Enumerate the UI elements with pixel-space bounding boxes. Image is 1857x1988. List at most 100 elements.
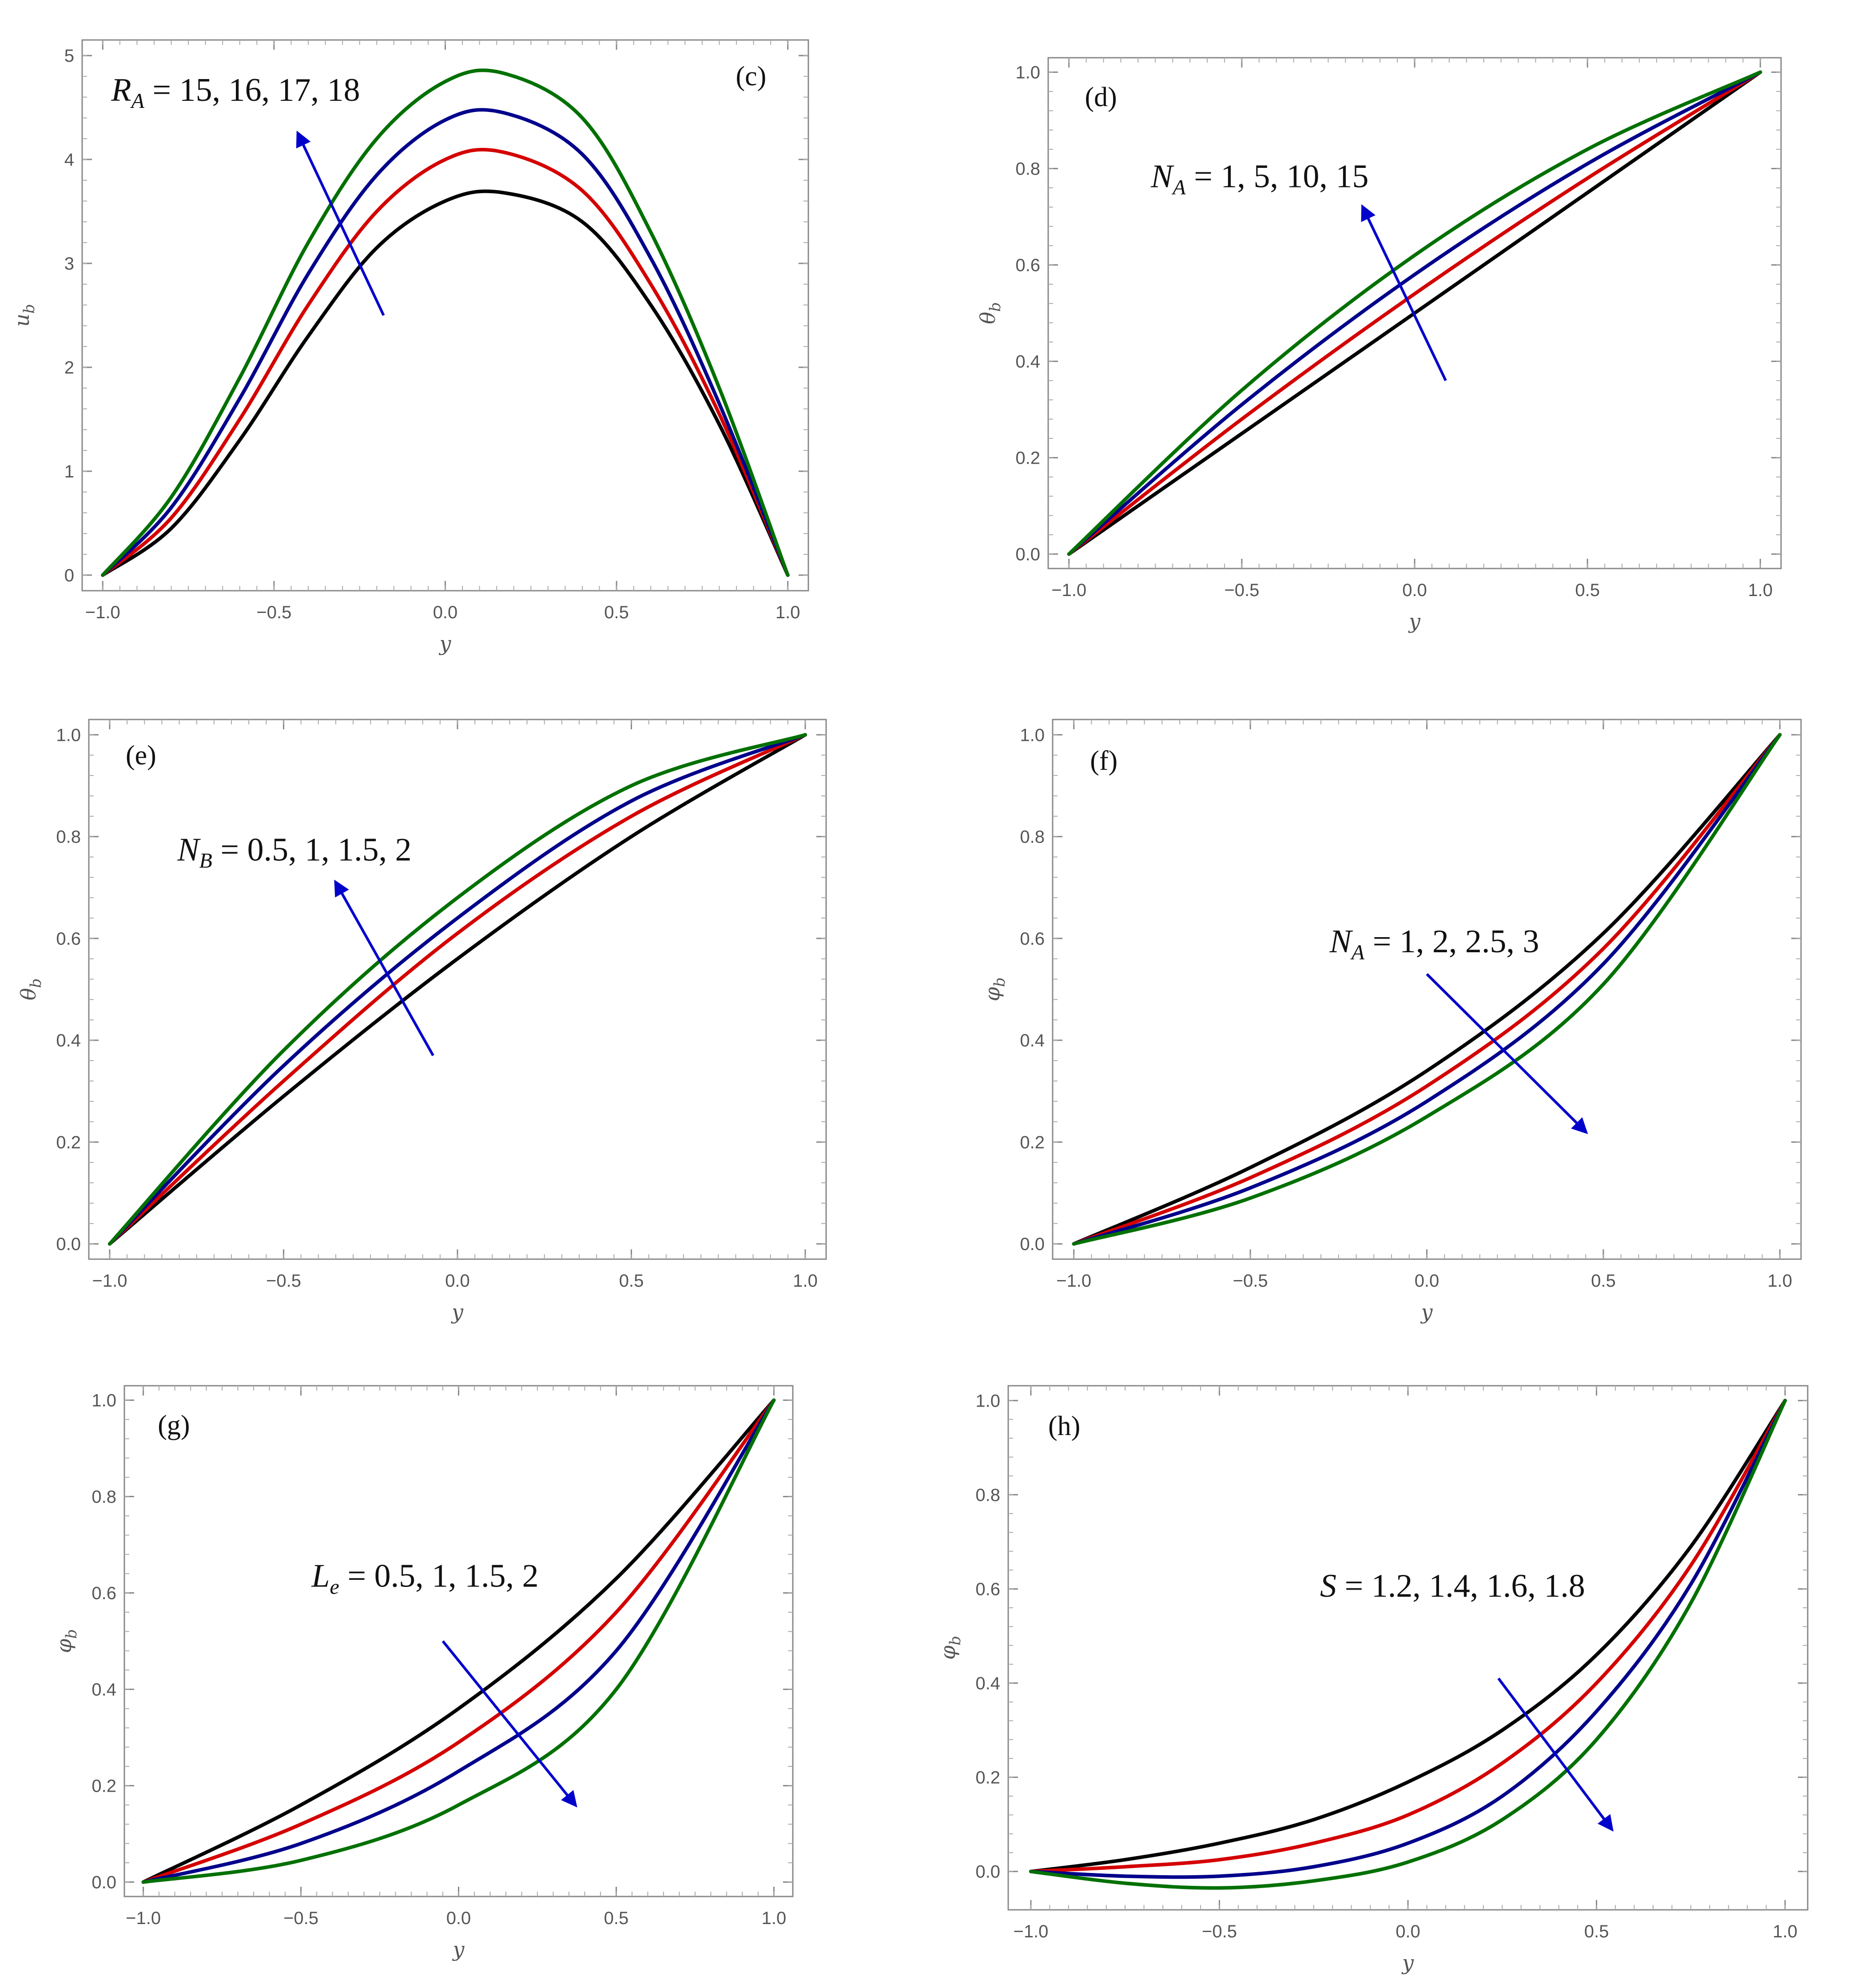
panel-e: −1.0 −0.5 0.0 0.5 1.0 0.0 0.2 0.4 0.6 0.8 1.0 y θb (e… [16,719,827,1324]
series-line-4 [1029,1399,1787,1890]
x-axis-label: y [451,1300,464,1324]
x-tick-label: 0.0 [1415,1271,1439,1291]
y-tick-label: 0.6 [1020,929,1045,949]
y-tick-label: 0.4 [1020,1031,1045,1050]
y-tick-label: 0.0 [975,1862,1000,1882]
y-tick-label: 0.2 [1015,448,1040,468]
panel-label: (g) [158,1410,190,1440]
annotation-values: = 0.5, 1, 1.5, 2 [339,1558,539,1594]
x-axis-label: y [439,632,452,656]
series-line-3 [1067,70,1762,556]
annotation-symbol: S [1320,1568,1336,1604]
y-tick-label: 0.0 [56,1235,81,1254]
y-axis-label: φb [980,978,1009,1002]
annotation-subscript: A [130,89,145,113]
x-tick-label: 0.0 [445,1271,470,1291]
parameter-annotation: NA = 1, 5, 10, 15 [1150,159,1368,199]
series-line-1 [1072,733,1782,1246]
trend-arrow [1497,1678,1614,1832]
x-tick-label: 0.5 [1575,580,1600,600]
x-tick-label: −1.0 [1051,580,1086,600]
annotation-values: = 1.2, 1.4, 1.6, 1.8 [1336,1568,1585,1604]
series-line-1 [101,189,790,577]
y-tick-label: 0.8 [56,827,81,847]
trend-arrow [1426,973,1588,1134]
annotation-subscript: A [1171,176,1186,199]
series-line-4 [101,68,790,577]
parameter-annotation: NA = 1, 2, 2.5, 3 [1329,923,1539,964]
panel-h: −1.0 −0.5 0.0 0.5 1.0 0.0 0.2 0.4 0.6 0.8 1.0 y φb (h… [936,1385,1809,1975]
x-tick-label: −1.0 [92,1271,127,1291]
annotation-symbol: N [177,831,201,868]
parameter-annotation: S = 1.2, 1.4, 1.6, 1.8 [1320,1568,1585,1604]
plot-frame [123,1385,794,1897]
y-axis-label-sub: b [986,302,1004,312]
x-tick-label: 1.0 [1773,1922,1797,1941]
x-axis-label: y [1420,1300,1433,1324]
trend-arrow [441,1640,577,1808]
x-tick-label: −0.5 [1224,580,1259,600]
x-tick-label: 0.0 [433,603,458,622]
x-axis-label: y [1408,609,1421,633]
y-axis-label-base: φ [980,986,1004,1001]
y-tick-label: 0.6 [56,929,81,949]
y-tick-label: 0.8 [975,1485,1000,1505]
panel-c: −1.0 −0.5 0.0 0.5 1.0 0 1 2 3 4 5 y ub (c) RA = 15, 16… [10,39,809,656]
series-line-3 [108,733,807,1246]
panel-d: −1.0 −0.5 0.0 0.5 1.0 0.0 0.2 0.4 0.6 0.8 1.0 y θb (d… [976,57,1782,633]
annotation-symbol: N [1329,923,1353,960]
plot-frame [1007,1385,1809,1911]
panel-f: −1.0 −0.5 0.0 0.5 1.0 0.0 0.2 0.4 0.6 0.8 1.0 y φb (f… [980,719,1802,1324]
y-tick-label: 1.0 [1020,725,1045,745]
annotation-values: = 15, 16, 17, 18 [144,72,360,108]
x-tick-label: 1.0 [762,1908,787,1928]
annotation-subscript: e [330,1575,339,1599]
plot-frame [1052,719,1802,1260]
series-line-3 [1072,733,1782,1246]
y-axis-label: θb [16,978,45,1000]
series-line-2 [1067,70,1762,556]
y-axis-label-base: θ [16,988,40,1001]
plot-frame [88,719,827,1260]
y-tick-label: 5 [64,46,74,66]
x-tick-label: −1.0 [85,603,120,622]
x-tick-label: −0.5 [266,1271,301,1291]
y-tick-label: 0.0 [1015,545,1040,564]
y-tick-label: 1.0 [56,725,81,745]
trend-arrow [296,131,385,316]
y-tick-label: 1 [64,462,74,481]
panel-label: (f) [1090,746,1117,776]
y-axis-label: φb [52,1629,80,1653]
x-tick-label: 0.0 [446,1908,471,1928]
series-line-2 [1072,733,1782,1246]
y-tick-label: 0.2 [1020,1133,1045,1152]
y-axis-label-sub: b [63,1629,80,1639]
x-tick-label: 1.0 [1768,1271,1793,1291]
y-axis-label: θb [976,302,1004,324]
annotation-subscript: A [1350,941,1365,964]
series-line-3 [1029,1399,1787,1879]
series-line-1 [108,733,807,1246]
trend-arrow [334,879,434,1056]
y-tick-label: 0.6 [1015,256,1040,275]
y-tick-label: 1.0 [975,1391,1000,1411]
parameter-annotation: RA = 15, 16, 17, 18 [111,72,360,113]
series-line-1 [141,1398,776,1884]
series-line-3 [101,108,790,577]
x-tick-label: −1.0 [126,1908,161,1928]
series-line-2 [101,147,790,577]
y-axis-label-base: θ [976,312,1000,324]
series-line-2 [141,1398,776,1884]
parameter-annotation: Le = 0.5, 1, 1.5, 2 [311,1558,538,1599]
y-tick-label: 0.8 [1015,159,1040,179]
x-tick-label: 1.0 [793,1271,818,1291]
panel-g: −1.0 −0.5 0.0 0.5 1.0 0.0 0.2 0.4 0.6 0.8 1.0 y φb (g… [52,1385,794,1961]
x-tick-label: 0.5 [1591,1271,1616,1291]
y-axis-label-sub: b [991,978,1009,987]
x-tick-label: 1.0 [1748,580,1773,600]
x-tick-label: 0.5 [1584,1922,1609,1941]
x-tick-label: −0.5 [1233,1271,1268,1291]
annotation-values: = 1, 5, 10, 15 [1186,159,1369,195]
y-axis-label-base: u [10,314,34,327]
